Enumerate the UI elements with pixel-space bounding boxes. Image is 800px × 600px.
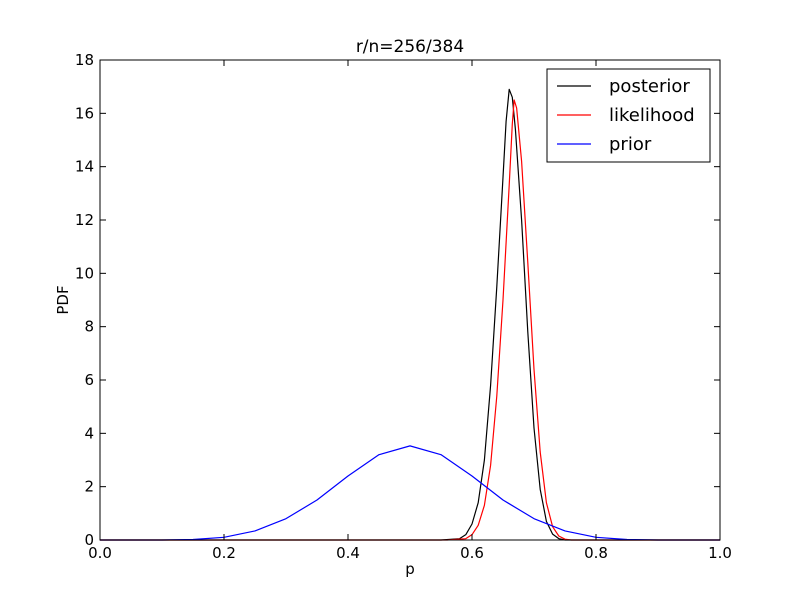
legend-label-likelihood: likelihood (609, 105, 695, 126)
x-tick-label: 0.2 (212, 544, 236, 562)
y-tick-label: 6 (84, 371, 94, 389)
chart-title: r/n=256/384 (356, 37, 464, 57)
y-tick-label: 8 (84, 318, 94, 336)
y-axis: 0 2 4 6 8 10 12 14 16 18 (75, 51, 720, 549)
plot-area: 0.0 0.2 0.4 0.6 0.8 1.0 0 2 4 6 8 10 12 14 16 18 (75, 51, 732, 562)
x-tick-label: 0.4 (336, 544, 360, 562)
y-tick-label: 2 (84, 478, 94, 496)
y-tick-label: 4 (84, 424, 94, 442)
series-line-posterior (100, 88, 720, 541)
x-axis: 0.0 0.2 0.4 0.6 0.8 1.0 (88, 60, 732, 562)
y-tick-label: 16 (75, 104, 94, 122)
x-tick-label: 0.0 (88, 544, 112, 562)
axes-frame (99, 59, 721, 541)
legend-label-prior: prior (609, 134, 652, 155)
legend-label-posterior: posterior (609, 76, 690, 97)
x-axis-label: p (405, 560, 415, 578)
y-tick-label: 12 (75, 211, 94, 229)
x-tick-label: 0.8 (584, 544, 608, 562)
x-tick-label: 0.6 (460, 544, 484, 562)
y-tick-label: 14 (75, 158, 94, 176)
x-tick-label: 1.0 (708, 544, 732, 562)
y-tick-label: 0 (84, 531, 94, 549)
series-line-likelihood (100, 99, 720, 541)
y-tick-label: 10 (75, 264, 94, 282)
legend: posterior likelihood prior (546, 68, 711, 163)
y-axis-label: PDF (54, 285, 72, 314)
y-tick-label: 18 (75, 51, 94, 69)
